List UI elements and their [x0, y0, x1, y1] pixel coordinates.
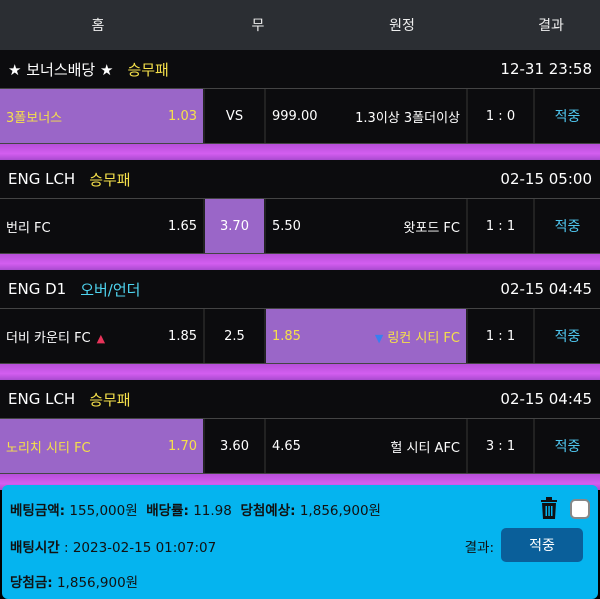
away-team: 왓포드 FC: [403, 220, 460, 236]
home-odds: 1.70: [168, 438, 197, 454]
win-label: 당첨금:: [10, 575, 53, 591]
away-pick[interactable]: 5.50 왓포드 FC: [266, 199, 466, 253]
home-pick[interactable]: 번리 FC 1.65: [0, 199, 203, 253]
home-pick[interactable]: 3폴보너스 1.03: [0, 89, 203, 143]
match-time: 02-15 04:45: [500, 390, 592, 408]
result-status: 적중: [535, 89, 600, 143]
match-row: 노리치 시티 FC 1.70 3.60 4.65 헐 시티 AFC 3 : 1 …: [0, 418, 600, 474]
match-time: 02-15 05:00: [500, 170, 592, 188]
match-time: 02-15 04:45: [500, 280, 592, 298]
summary-time: 배팅시간 : 2023-02-15 01:07:07: [10, 536, 216, 556]
away-team: 1.3이상 3폴더이상: [355, 110, 460, 126]
score: 1 : 1: [468, 199, 533, 253]
summary-win: 당첨금: 1,856,900원: [10, 571, 138, 591]
result-status: 적중: [535, 199, 600, 253]
result-label: 결과:: [464, 540, 494, 556]
home-pick[interactable]: 노리치 시티 FC 1.70: [0, 419, 203, 473]
column-header: 홈 무 원정 결과: [0, 0, 600, 50]
draw-pick[interactable]: 3.60: [205, 419, 264, 473]
header-result: 결과: [538, 18, 564, 34]
match-header: ENG LCH 승무패 02-15 05:00: [0, 160, 600, 198]
league-name: ★ 보너스배당 ★: [8, 60, 114, 79]
odds-label: 배당률:: [146, 503, 189, 519]
league-name: ENG LCH: [8, 170, 76, 188]
draw-pick[interactable]: 2.5: [205, 309, 264, 363]
header-home: 홈: [91, 18, 105, 34]
home-team: 더비 카운티 FC: [6, 330, 91, 346]
result-status: 적중: [535, 419, 600, 473]
bet-type: 오버/언더: [80, 280, 141, 299]
bet-time: : 2023-02-15 01:07:07: [63, 540, 217, 556]
home-odds: 1.85: [168, 328, 197, 344]
home-team: 노리치 시티 FC: [6, 440, 91, 456]
score: 1 : 1: [468, 309, 533, 363]
away-pick[interactable]: 999.00 1.3이상 3폴더이상: [266, 89, 466, 143]
bet-type: 승무패: [89, 170, 131, 189]
match-row: 3폴보너스 1.03 VS 999.00 1.3이상 3폴더이상 1 : 0 적…: [0, 88, 600, 144]
separator: [0, 144, 600, 160]
home-team: 번리 FC: [6, 220, 51, 236]
expected-win: 1,856,900원: [299, 503, 381, 519]
draw-odds: 3.70: [220, 218, 249, 234]
draw-pick[interactable]: 3.70: [205, 199, 264, 253]
result-status: 적중: [535, 309, 600, 363]
match-header: ENG D1 오버/언더 02-15 04:45: [0, 270, 600, 308]
away-odds: 5.50: [272, 218, 301, 234]
league-name: ENG LCH: [8, 390, 76, 408]
match-header: ★ 보너스배당 ★ 승무패 12-31 23:58: [0, 50, 600, 88]
down-arrow-icon: ▼: [374, 331, 384, 345]
expected-label: 당첨예상:: [240, 503, 296, 519]
result-button[interactable]: 적중: [501, 528, 583, 562]
summary-amounts: 베팅금액: 155,000원 배당률: 11.98 당첨예상: 1,856,90…: [10, 499, 381, 519]
up-arrow-icon: ▲: [96, 331, 106, 345]
draw-odds: 3.60: [220, 438, 249, 454]
bet-label: 베팅금액:: [10, 503, 66, 519]
away-odds: 1.85: [272, 328, 301, 344]
bet-summary: 베팅금액: 155,000원 배당률: 11.98 당첨예상: 1,856,90…: [2, 485, 598, 599]
separator: [0, 254, 600, 270]
away-odds: 999.00: [272, 108, 318, 124]
separator: [0, 364, 600, 380]
home-team: 3폴보너스: [6, 110, 63, 126]
trash-icon[interactable]: [540, 497, 558, 523]
match-row: 더비 카운티 FC ▲ 1.85 2.5 1.85 ▼ 링컨 시티 FC 1 : 1…: [0, 308, 600, 364]
match-time: 12-31 23:58: [500, 60, 592, 78]
time-label: 배팅시간: [10, 540, 60, 556]
score: 1 : 0: [468, 89, 533, 143]
away-pick[interactable]: 1.85 ▼ 링컨 시티 FC: [266, 309, 466, 363]
away-pick[interactable]: 4.65 헐 시티 AFC: [266, 419, 466, 473]
bet-amount: 155,000원: [69, 503, 138, 519]
draw-pick[interactable]: VS: [205, 89, 264, 143]
win-amount: 1,856,900원: [56, 575, 139, 591]
draw-odds: 2.5: [224, 328, 245, 344]
away-team: 링컨 시티 FC: [387, 330, 460, 346]
select-checkbox[interactable]: [570, 499, 590, 519]
match-header: ENG LCH 승무패 02-15 04:45: [0, 380, 600, 418]
home-odds: 1.03: [168, 108, 197, 124]
draw-odds: VS: [225, 108, 244, 124]
score: 3 : 1: [468, 419, 533, 473]
home-pick[interactable]: 더비 카운티 FC ▲ 1.85: [0, 309, 203, 363]
match-row: 번리 FC 1.65 3.70 5.50 왓포드 FC 1 : 1 적중: [0, 198, 600, 254]
home-odds: 1.65: [168, 218, 197, 234]
header-draw: 무: [251, 18, 265, 34]
league-name: ENG D1: [8, 280, 67, 298]
away-team: 헐 시티 AFC: [390, 440, 460, 456]
header-away: 원정: [389, 18, 415, 34]
away-odds: 4.65: [272, 438, 301, 454]
bet-type: 승무패: [89, 390, 131, 409]
total-odds: 11.98: [193, 503, 232, 519]
bet-type: 승무패: [127, 60, 169, 79]
